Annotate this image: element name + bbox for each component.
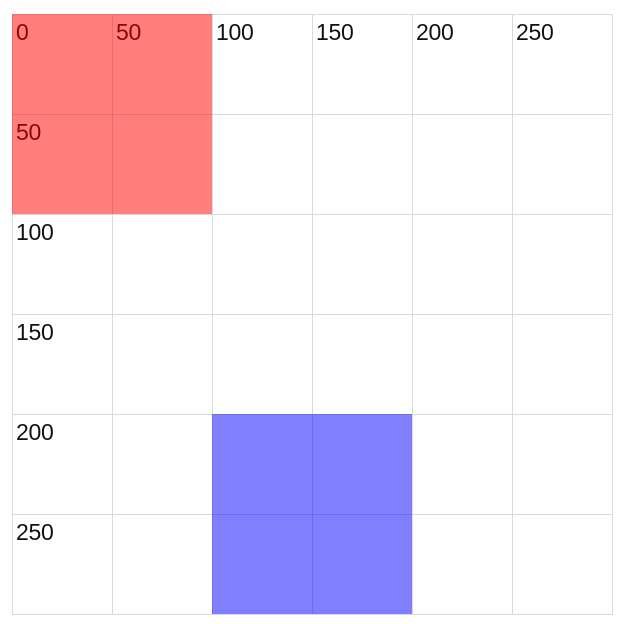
grid-cell: 100 <box>12 214 113 315</box>
row-label: 100 <box>16 219 54 245</box>
grid-cell <box>112 414 213 515</box>
grid-cell <box>212 114 313 215</box>
grid-cell <box>512 314 613 415</box>
grid-cell: 50 <box>12 114 113 215</box>
grid-cell <box>312 514 413 615</box>
grid-cell <box>512 514 613 615</box>
column-label: 0 <box>16 19 29 45</box>
grid-cell <box>412 414 513 515</box>
grid-cell <box>312 214 413 315</box>
column-label: 100 <box>216 19 254 45</box>
grid-cell <box>312 314 413 415</box>
grid-cell <box>412 114 513 215</box>
grid-cell <box>512 114 613 215</box>
coordinate-grid: 0 50 100 150 200 250 50 100 150 200 250 <box>12 14 613 615</box>
grid-cell <box>212 214 313 315</box>
grid-cell <box>112 514 213 615</box>
grid-cell: 0 <box>12 14 113 115</box>
grid-cell <box>112 314 213 415</box>
grid-cell <box>412 214 513 315</box>
grid-cell <box>512 214 613 315</box>
grid-cell <box>212 514 313 615</box>
grid-cell <box>212 414 313 515</box>
grid-cell: 200 <box>12 414 113 515</box>
grid-cell <box>312 414 413 515</box>
grid-cell: 150 <box>312 14 413 115</box>
grid-cell <box>512 414 613 515</box>
grid-cell: 250 <box>512 14 613 115</box>
grid-cell <box>112 114 213 215</box>
grid-cell <box>312 114 413 215</box>
grid-cell: 150 <box>12 314 113 415</box>
column-label: 200 <box>416 19 454 45</box>
column-label: 150 <box>316 19 354 45</box>
row-label: 150 <box>16 319 54 345</box>
row-label: 250 <box>16 519 54 545</box>
row-label: 50 <box>16 119 41 145</box>
grid-cell: 100 <box>212 14 313 115</box>
grid-cell <box>412 314 513 415</box>
grid-cell <box>412 514 513 615</box>
column-label: 50 <box>116 19 141 45</box>
grid-cell <box>212 314 313 415</box>
row-label: 200 <box>16 419 54 445</box>
grid-cell <box>112 214 213 315</box>
grid-cell: 200 <box>412 14 513 115</box>
column-label: 250 <box>516 19 554 45</box>
grid-cell: 50 <box>112 14 213 115</box>
grid-cell: 250 <box>12 514 113 615</box>
